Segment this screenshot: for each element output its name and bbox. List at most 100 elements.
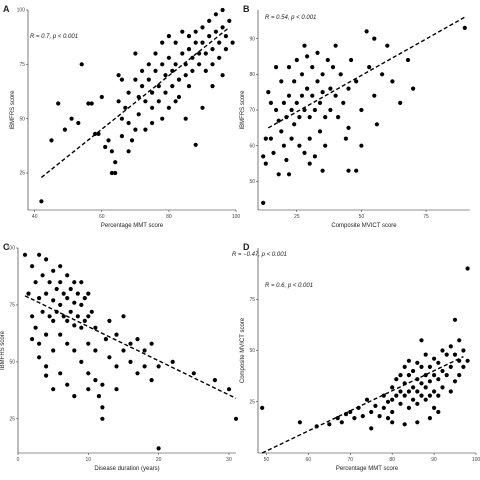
panel-c-data-point bbox=[37, 252, 42, 257]
panel-b-data-point bbox=[307, 115, 312, 120]
panel-a-data-point bbox=[133, 127, 138, 132]
panel-d-x-tick-label: 50 bbox=[264, 457, 270, 463]
panel-b-data-point bbox=[302, 43, 307, 48]
panel-a-data-point bbox=[227, 18, 232, 23]
panel-c-letter: C bbox=[3, 242, 10, 252]
panel-d-data-point bbox=[419, 338, 424, 343]
panel-a-data-point bbox=[103, 144, 108, 150]
panel-d-data-point bbox=[444, 373, 449, 378]
panel-b-data-point bbox=[325, 57, 330, 63]
panel-c-data-point bbox=[142, 364, 147, 369]
panel-c-data-point bbox=[51, 298, 56, 303]
panel-a-data-point bbox=[119, 116, 124, 121]
panel-b-data-point bbox=[286, 93, 292, 98]
panel-c-x-tick-label: 30 bbox=[226, 457, 232, 463]
panel-b-y-tick-label: 70 bbox=[249, 108, 255, 114]
panel-b-data-point bbox=[354, 79, 359, 84]
panel-a-data-point bbox=[133, 77, 138, 82]
panel-b-data-point bbox=[292, 122, 297, 127]
panel-d-data-point bbox=[448, 364, 453, 369]
panel-c-data-point bbox=[107, 318, 112, 323]
panel-b-data-point bbox=[374, 122, 379, 127]
panel-b-data-point bbox=[349, 57, 354, 63]
panel-c-data-point bbox=[79, 280, 84, 285]
panel-b-y-tick-label: 80 bbox=[249, 72, 255, 78]
panel-a-y-tick-label: 25 bbox=[19, 171, 25, 177]
panel-d-data-point bbox=[419, 381, 424, 386]
panel-b-data-point bbox=[302, 107, 307, 113]
panel-a-data-point bbox=[56, 101, 61, 106]
panel-a-data-point bbox=[69, 116, 74, 121]
panel-b-data-point bbox=[279, 129, 284, 134]
panel-a-data-point bbox=[183, 73, 188, 78]
panel-c-data-point bbox=[96, 394, 101, 399]
panel-a: A 40 60 80 100 25 50 75 100 Percentage MMT score I… bbox=[3, 4, 240, 229]
panel-b-data-point bbox=[261, 200, 266, 205]
panel-b-data-point bbox=[372, 93, 377, 98]
panel-c: C 0 10 20 30 25 50 75 100 Disease duration (years… bbox=[0, 242, 287, 472]
panel-b-data-point bbox=[261, 154, 266, 159]
panel-a-data-point bbox=[200, 40, 205, 45]
panel-a-data-point bbox=[210, 47, 215, 52]
panel-c-data-point bbox=[29, 314, 35, 319]
panel-a-y-tick-label: 100 bbox=[17, 8, 26, 14]
panel-c-data-point bbox=[114, 332, 119, 337]
panel-d-data-point bbox=[436, 409, 441, 415]
panel-b-data-point bbox=[310, 65, 315, 70]
panel-a-data-point bbox=[166, 55, 171, 60]
panel-b-data-point bbox=[346, 125, 351, 130]
panel-c-data-point bbox=[93, 348, 98, 353]
panel-c-data-point bbox=[72, 300, 77, 305]
panel-d-data-point bbox=[373, 403, 378, 408]
panel-b-data-point bbox=[268, 100, 273, 105]
panel-a-data-point bbox=[230, 40, 235, 45]
panel-a-data-point bbox=[126, 149, 131, 154]
panel-c-data-point bbox=[65, 296, 70, 301]
panel-d-data-point bbox=[406, 389, 411, 394]
panel-c-data-point bbox=[103, 337, 108, 342]
panel-d-data-point bbox=[432, 373, 437, 378]
panel-c-data-point bbox=[156, 446, 161, 451]
panel-b-data-point bbox=[263, 161, 268, 166]
panel-a-data-point bbox=[123, 105, 128, 110]
panel-c-data-point bbox=[149, 378, 154, 383]
panel-b-data-point bbox=[310, 93, 315, 98]
panel-d-data-point bbox=[415, 389, 420, 394]
panel-d-data-point bbox=[448, 389, 453, 394]
panel-c-data-point bbox=[72, 280, 77, 285]
panel-d-data-point bbox=[390, 420, 395, 425]
panel-b-data-point bbox=[320, 90, 325, 95]
panel-c-y-axis-title: IBMFRS score bbox=[0, 330, 6, 370]
panel-c-data-point bbox=[79, 302, 84, 307]
panel-c-x-tick-label: 0 bbox=[17, 457, 20, 463]
panel-d-data-point bbox=[465, 358, 470, 363]
panel-b-data-point bbox=[328, 107, 333, 113]
panel-c-data-point bbox=[170, 359, 175, 364]
panel-d-data-point bbox=[369, 426, 374, 431]
panel-d-data-point bbox=[423, 352, 428, 357]
panel-c-data-point bbox=[121, 314, 126, 319]
panel-d: D 50 60 70 80 90 100 25 50 75 Percentage MMT score… bbox=[240, 242, 480, 472]
panel-a-data-point bbox=[213, 12, 218, 17]
panel-c-data-point bbox=[72, 323, 77, 328]
panel-b-data-point bbox=[346, 168, 351, 173]
panel-a-data-point bbox=[153, 68, 158, 73]
panel-d-data-point bbox=[415, 420, 420, 425]
panel-a-data-point bbox=[119, 77, 124, 82]
panel-d-data-point bbox=[419, 393, 424, 398]
panel-d-data-point bbox=[390, 397, 395, 402]
panel-a-data-point bbox=[116, 99, 121, 104]
panel-c-data-point bbox=[100, 405, 105, 410]
panel-a-data-point bbox=[62, 127, 67, 132]
panel-a-y-tick-label: 50 bbox=[19, 116, 25, 122]
panel-a-data-point bbox=[173, 62, 178, 67]
panel-a-data-point bbox=[176, 94, 182, 100]
panel-b-data-point bbox=[354, 168, 359, 173]
panel-c-data-point bbox=[61, 314, 66, 319]
panel-b-y-axis-title: IBMFRS score bbox=[240, 90, 246, 130]
panel-c-data-point bbox=[135, 371, 140, 376]
panel-d-data-point bbox=[402, 393, 407, 398]
panel-b-data-point bbox=[284, 157, 289, 163]
panel-d-data-point bbox=[385, 416, 391, 421]
